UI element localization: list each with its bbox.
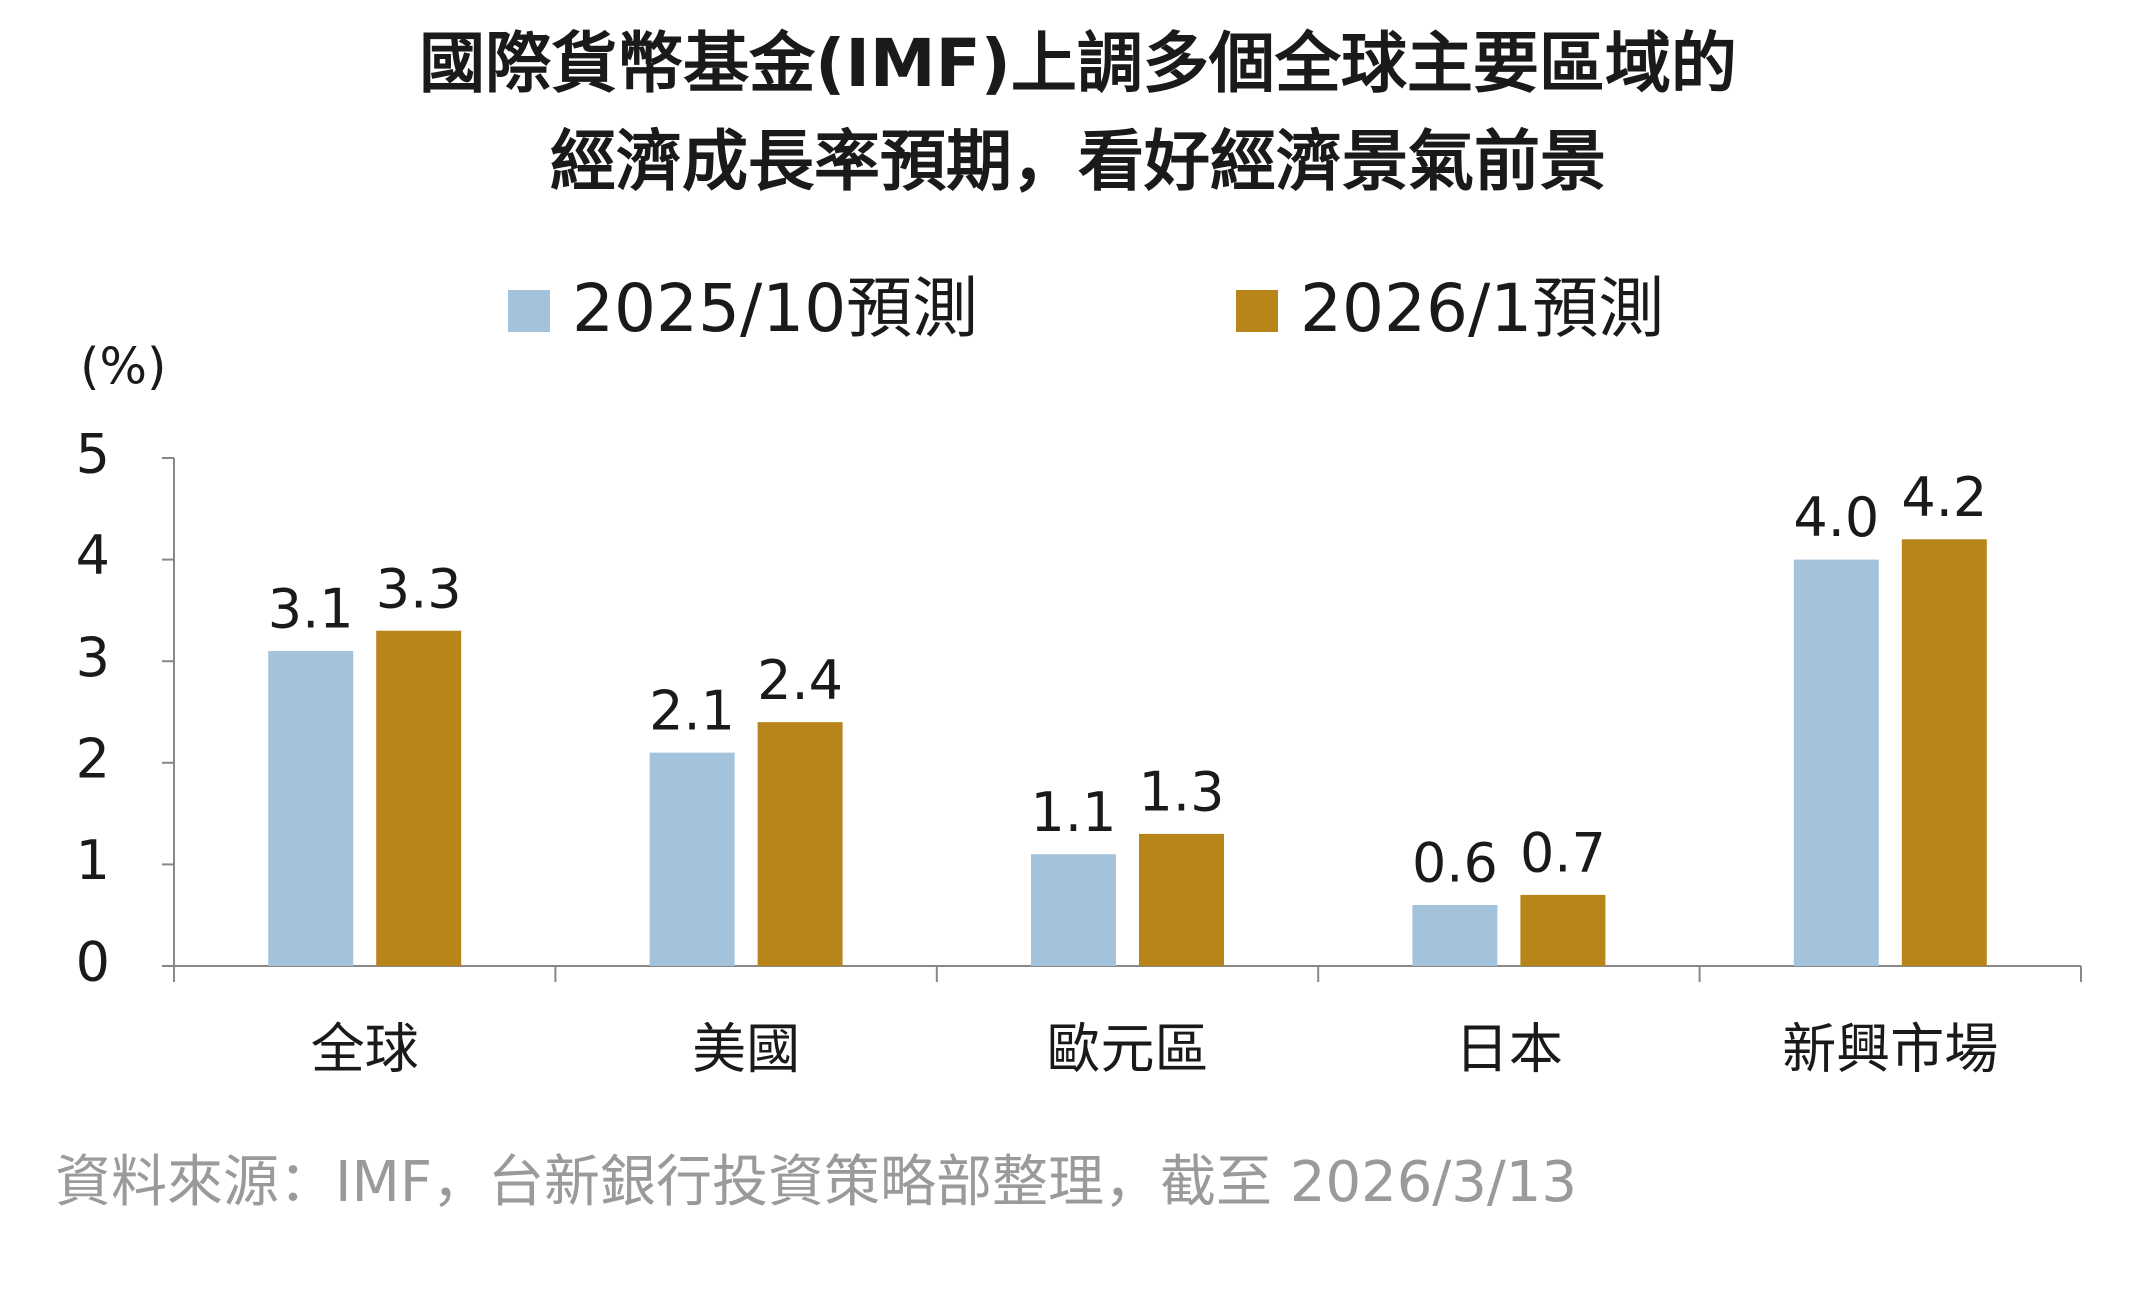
legend-swatch xyxy=(1236,290,1278,332)
legend-label: 2025/10預測 xyxy=(572,270,978,347)
bar xyxy=(757,722,843,966)
value-label: 4.2 xyxy=(1901,466,1987,529)
source-note: 資料來源：IMF，台新銀行投資策略部整理，截至 2026/3/13 xyxy=(55,1150,1577,1215)
bar xyxy=(1901,539,1987,966)
value-label: 3.1 xyxy=(268,578,354,641)
bar xyxy=(268,651,354,966)
y-tick-label: 3 xyxy=(76,626,110,689)
bar xyxy=(649,752,735,966)
chart-title: 經濟成長率預期，看好經濟景氣前景 xyxy=(550,123,1606,200)
value-label: 0.7 xyxy=(1520,822,1606,885)
y-tick-label: 4 xyxy=(76,524,110,587)
bar xyxy=(1520,894,1606,966)
chart-title: 國際貨幣基金(IMF)上調多個全球主要區域的 xyxy=(419,25,1737,102)
x-tick-label: 美國 xyxy=(692,1018,800,1081)
x-tick-label: 日本 xyxy=(1455,1018,1563,1081)
x-tick-label: 歐元區 xyxy=(1047,1018,1209,1081)
y-axis-label: (%) xyxy=(80,338,167,396)
value-label: 1.1 xyxy=(1031,781,1117,844)
legend-swatch xyxy=(508,290,550,332)
value-label: 4.0 xyxy=(1793,486,1879,549)
bar xyxy=(376,630,462,966)
y-tick-label: 1 xyxy=(76,829,110,892)
y-tick-label: 2 xyxy=(76,727,110,790)
bar xyxy=(1031,854,1116,966)
x-tick-label: 新興市場 xyxy=(1782,1018,1998,1081)
value-label: 2.4 xyxy=(757,649,843,712)
y-tick-label: 0 xyxy=(76,931,110,994)
bar xyxy=(1412,905,1498,966)
bar xyxy=(1793,559,1879,966)
bar xyxy=(1139,833,1224,966)
legend-label: 2026/1預測 xyxy=(1300,270,1664,347)
value-label: 3.3 xyxy=(376,557,462,620)
value-label: 1.3 xyxy=(1139,761,1225,824)
x-tick-label: 全球 xyxy=(311,1018,419,1081)
value-label: 2.1 xyxy=(649,679,735,742)
value-label: 0.6 xyxy=(1412,832,1498,895)
y-tick-label: 5 xyxy=(76,423,110,486)
